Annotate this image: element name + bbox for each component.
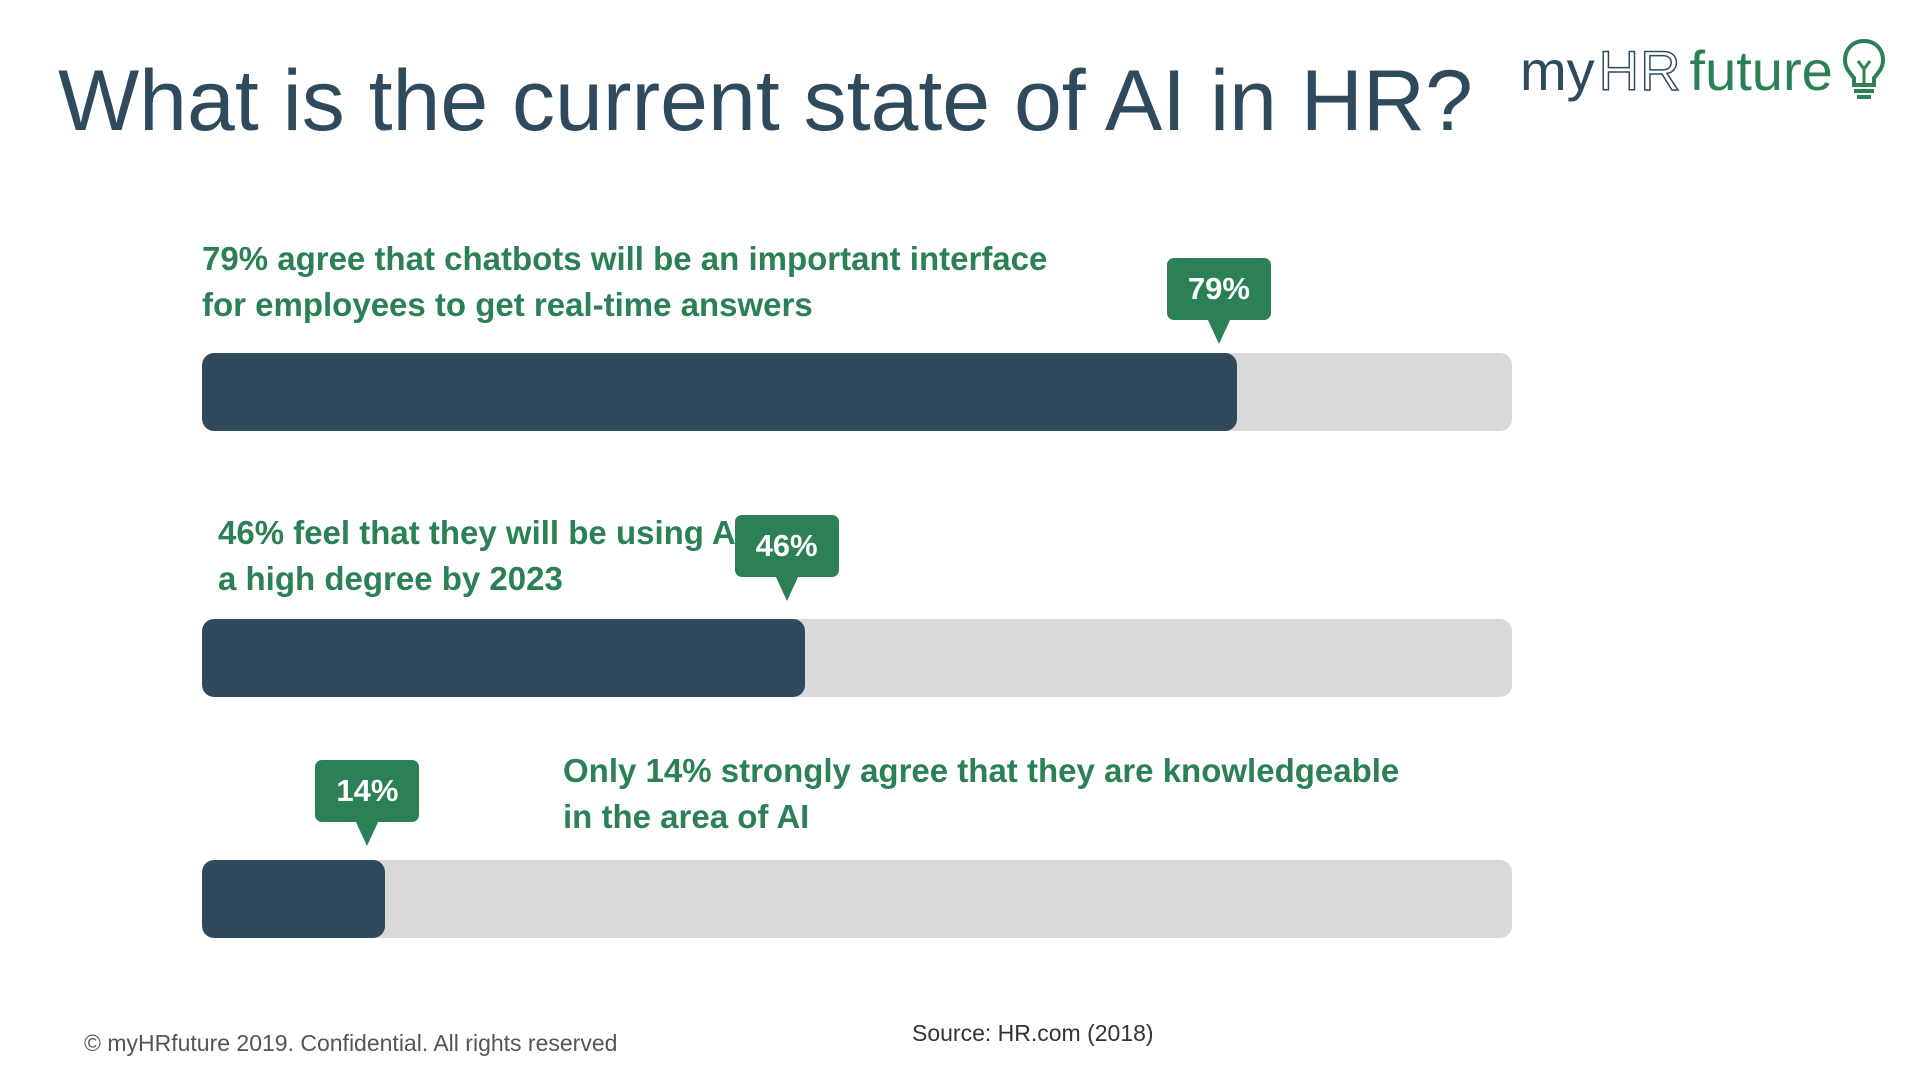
stat-text-2-line2: a high degree by 2023 xyxy=(218,560,563,597)
stat-text-1: 79% agree that chatbots will be an impor… xyxy=(202,236,1047,328)
logo-text-my: my xyxy=(1520,38,1595,102)
stat-text-2-line1: 46% feel that they will be using AI at xyxy=(218,514,784,551)
logo-text-future: future xyxy=(1689,38,1833,102)
bar-fill-3 xyxy=(202,860,386,938)
bar-fill-2 xyxy=(202,619,805,697)
stat-text-3-line2: in the area of AI xyxy=(563,798,810,835)
logo-text-hr: HR xyxy=(1598,38,1682,103)
stat-text-3: Only 14% strongly agree that they are kn… xyxy=(563,748,1399,840)
stat-text-2: 46% feel that they will be using AI at a… xyxy=(218,510,783,602)
copyright-footer: © myHRfuture 2019. Confidential. All rig… xyxy=(84,1030,618,1056)
stat-text-1-line1: 79% agree that chatbots will be an impor… xyxy=(202,240,1048,277)
lightbulb-icon xyxy=(1842,38,1885,99)
callout-1: 79% xyxy=(1166,258,1271,320)
stat-text-1-line2: for employees to get real-time answers xyxy=(202,286,813,323)
myhrfuture-logo: my HR future xyxy=(1520,30,1887,110)
stat-text-3-line1: Only 14% strongly agree that they are kn… xyxy=(563,752,1400,789)
bar-track-1 xyxy=(202,353,1512,431)
page-title: What is the current state of AI in HR? xyxy=(58,53,1473,149)
callout-2: 46% xyxy=(734,515,839,577)
callout-3: 14% xyxy=(315,760,420,822)
bar-fill-1 xyxy=(202,353,1237,431)
source-note: Source: HR.com (2018) xyxy=(912,1020,1154,1046)
bar-track-2 xyxy=(202,619,1512,697)
bar-track-3 xyxy=(202,860,1512,938)
